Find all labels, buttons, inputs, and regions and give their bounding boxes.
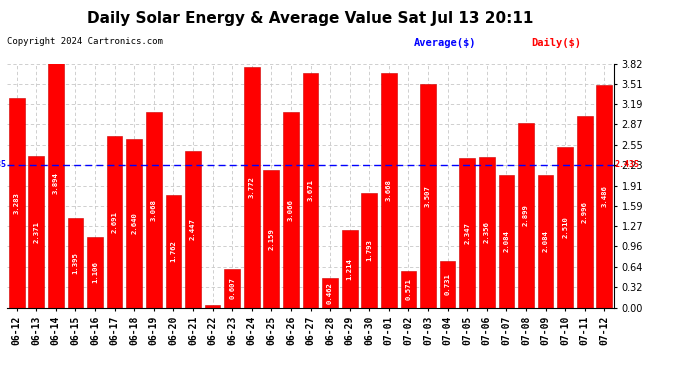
Bar (577, 116, 593, 308)
Text: 3.507: 3.507 (425, 184, 431, 207)
Text: 0.462: 0.462 (327, 282, 333, 304)
Text: 0.571: 0.571 (406, 278, 411, 300)
Text: 2.159: 2.159 (268, 228, 275, 249)
Text: Daily Solar Energy & Average Value Sat Jul 13 20:11: Daily Solar Energy & Average Value Sat J… (88, 11, 533, 26)
Text: Average($): Average($) (414, 38, 477, 48)
Bar (264, 170, 279, 308)
Bar (28, 156, 44, 308)
Bar (205, 305, 220, 308)
Text: 3.068: 3.068 (151, 199, 157, 220)
Text: 2.235: 2.235 (0, 160, 7, 170)
Bar (283, 112, 299, 308)
Text: 1.762: 1.762 (170, 240, 177, 262)
Bar (224, 269, 240, 308)
Bar (479, 157, 495, 308)
Bar (401, 271, 416, 308)
Text: 3.066: 3.066 (288, 199, 294, 220)
Bar (146, 112, 161, 308)
Bar (185, 152, 201, 308)
Bar (499, 174, 514, 308)
Bar (107, 136, 122, 308)
Text: 1.214: 1.214 (346, 258, 353, 280)
Text: 3.486: 3.486 (601, 185, 607, 207)
Bar (440, 261, 455, 308)
Text: 1.793: 1.793 (366, 239, 373, 261)
Text: 2.084: 2.084 (504, 230, 509, 252)
Text: 2.996: 2.996 (582, 201, 588, 223)
Bar (166, 195, 181, 308)
Text: 2.435: 2.435 (614, 160, 639, 170)
Text: 2.899: 2.899 (523, 204, 529, 226)
Bar (9, 98, 25, 308)
Text: 2.347: 2.347 (464, 222, 470, 243)
Text: 3.668: 3.668 (386, 180, 392, 201)
Bar (558, 147, 573, 308)
Text: Daily($): Daily($) (531, 38, 581, 48)
Bar (322, 278, 338, 308)
Text: Copyright 2024 Cartronics.com: Copyright 2024 Cartronics.com (7, 38, 163, 46)
Bar (460, 158, 475, 308)
Bar (538, 174, 553, 308)
Text: 2.691: 2.691 (112, 211, 117, 232)
Text: 2.510: 2.510 (562, 216, 568, 238)
Bar (126, 139, 142, 308)
Bar (48, 59, 63, 308)
Text: 2.356: 2.356 (484, 221, 490, 243)
Text: 3.671: 3.671 (308, 180, 313, 201)
Bar (342, 230, 357, 308)
Text: 3.894: 3.894 (53, 172, 59, 194)
Text: 3.283: 3.283 (14, 192, 20, 214)
Text: 0.731: 0.731 (444, 273, 451, 295)
Bar (518, 123, 534, 308)
Text: 2.640: 2.640 (131, 212, 137, 234)
Bar (596, 85, 612, 308)
Text: 2.447: 2.447 (190, 219, 196, 240)
Text: 1.395: 1.395 (72, 252, 79, 274)
Bar (87, 237, 103, 308)
Bar (303, 73, 318, 308)
Text: 2.084: 2.084 (542, 230, 549, 252)
Bar (244, 67, 259, 308)
Bar (420, 84, 436, 308)
Bar (381, 74, 397, 308)
Text: 0.607: 0.607 (229, 277, 235, 299)
Bar (68, 219, 83, 308)
Text: 2.371: 2.371 (33, 221, 39, 243)
Text: 1.106: 1.106 (92, 261, 98, 283)
Bar (362, 193, 377, 308)
Text: 3.772: 3.772 (248, 176, 255, 198)
